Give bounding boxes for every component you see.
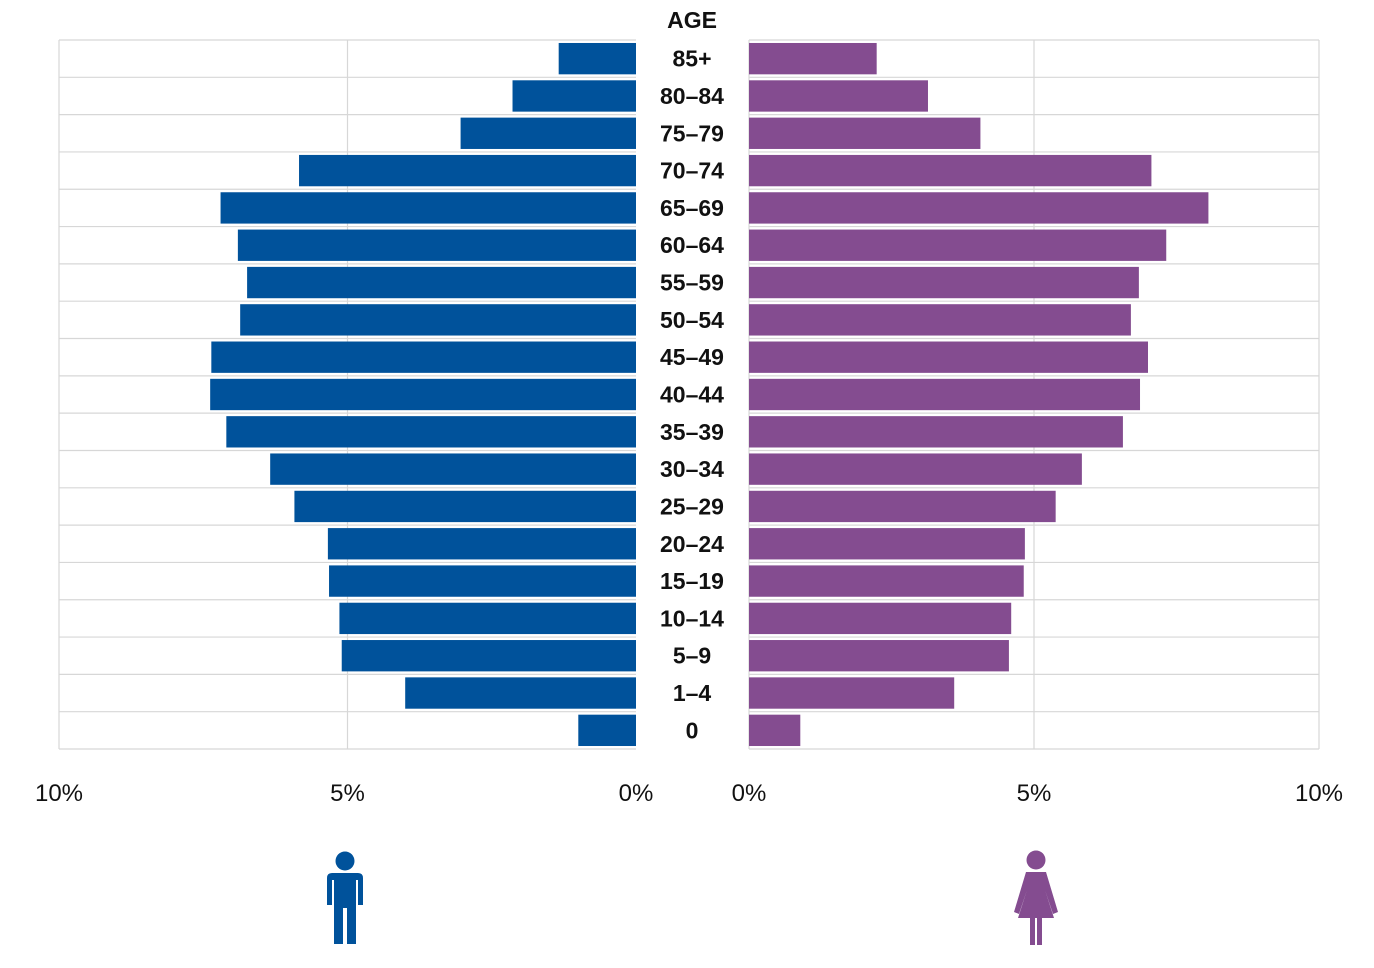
female-bar-0 (749, 42, 877, 75)
female-bar-3 (749, 154, 1152, 187)
age-group-label: 40–44 (660, 382, 724, 408)
male-bar-17 (405, 677, 636, 709)
female-bars (749, 42, 1209, 747)
male-bar-11 (270, 453, 636, 485)
axis-tick-labels: 10% 5% 0% 0% 5% 10% (35, 780, 1343, 807)
female-bar-6 (749, 266, 1139, 299)
female-bar-18 (749, 714, 801, 747)
female-person-icon (1014, 850, 1058, 945)
female-bar-9 (749, 378, 1141, 411)
age-group-label: 75–79 (660, 120, 724, 146)
male-bar-6 (247, 266, 637, 299)
female-bar-10 (749, 416, 1123, 448)
female-bar-2 (749, 117, 981, 149)
age-group-label: 15–19 (660, 568, 724, 594)
male-bar-13 (327, 528, 636, 560)
right-axis-tick-label: 5% (1017, 780, 1052, 807)
age-group-label: 25–29 (660, 493, 724, 519)
male-bar-0 (558, 42, 636, 75)
female-bar-12 (749, 490, 1056, 523)
female-bar-5 (749, 229, 1167, 261)
male-bar-18 (578, 714, 636, 747)
female-bar-4 (749, 192, 1209, 224)
age-group-label: 45–49 (660, 344, 724, 370)
age-group-label: 65–69 (660, 195, 724, 221)
age-group-label: 20–24 (660, 531, 724, 557)
female-bar-14 (749, 565, 1024, 597)
age-group-label: 1–4 (673, 680, 712, 706)
male-bar-2 (460, 117, 636, 149)
chart-title: AGE (667, 7, 717, 33)
male-bar-10 (226, 416, 636, 448)
age-group-label: 70–74 (660, 158, 724, 184)
male-bar-4 (220, 192, 636, 224)
female-bar-7 (749, 304, 1131, 336)
female-bar-16 (749, 640, 1009, 672)
age-group-label: 80–84 (660, 83, 724, 109)
male-bar-16 (341, 640, 636, 672)
male-bars (210, 42, 637, 747)
age-group-label: 30–34 (660, 456, 724, 482)
female-bar-1 (749, 80, 928, 112)
age-group-label: 85+ (672, 46, 711, 72)
right-axis-tick-label: 0% (732, 780, 767, 807)
male-bar-5 (237, 229, 636, 261)
age-group-label: 10–14 (660, 605, 724, 631)
age-group-label: 50–54 (660, 307, 724, 333)
left-axis-tick-label: 5% (330, 780, 365, 807)
female-bar-11 (749, 453, 1082, 485)
female-bar-8 (749, 341, 1148, 373)
left-axis-tick-label: 10% (35, 780, 83, 807)
male-bar-14 (329, 565, 636, 597)
female-bar-15 (749, 602, 1012, 635)
age-group-label: 0 (686, 717, 699, 743)
female-bar-13 (749, 528, 1025, 560)
female-bar-17 (749, 677, 955, 709)
left-axis-tick-label: 0% (619, 780, 654, 807)
male-person-icon (327, 851, 363, 944)
age-group-label: 55–59 (660, 270, 724, 296)
age-group-label: 5–9 (673, 643, 711, 669)
age-group-label: 60–64 (660, 232, 724, 258)
male-bar-9 (210, 378, 636, 411)
male-bar-3 (299, 154, 636, 187)
male-bar-7 (240, 304, 637, 336)
male-bar-8 (211, 341, 636, 373)
male-bar-1 (512, 80, 636, 112)
male-bar-15 (339, 602, 636, 635)
age-group-labels: 85+ 80–84 75–79 70–74 65–69 60–64 55–59 50–54 45… (660, 46, 724, 744)
male-bar-12 (294, 490, 636, 523)
right-axis-tick-label: 10% (1295, 780, 1343, 807)
age-group-label: 35–39 (660, 419, 724, 445)
